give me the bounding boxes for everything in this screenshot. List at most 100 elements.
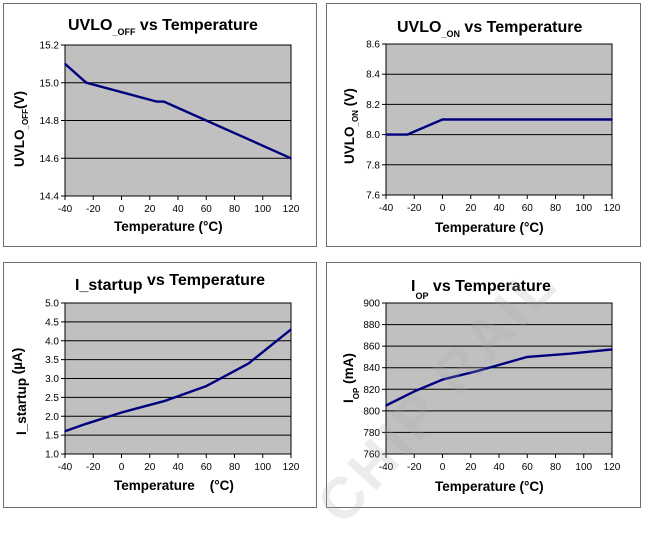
chart-panel-i-startup: I_startup vs Temperature 1.0 1.5 2.0 2.5 3.0… <box>3 262 317 508</box>
chart-panel-uvlo-on: UVLO_ON vs Temperature 7.6 7.8 8.0 8.2 8.4 8.… <box>326 3 641 247</box>
y-tick-label: 2.0 <box>45 412 59 423</box>
plot-area: 760 780 800 820 840 860 880 900 -40 -20 0 20 40 60 80 1… <box>363 299 620 474</box>
plot-background <box>385 302 613 455</box>
chart-svg: UVLO_OFF vs Temperature 14.4 14.6 14.8 15.0… <box>12 17 300 234</box>
plot-area: 14.4 14.6 14.8 15.0 15.2 -40 -20 0 20 40 60 80 100 12… <box>40 41 300 216</box>
y-tick-label: 1.0 <box>45 450 59 461</box>
y-tick-label: 760 <box>363 450 380 461</box>
x-tick-label: 100 <box>575 462 592 473</box>
x-tick-label: -20 <box>407 203 422 214</box>
data-point <box>611 348 613 351</box>
x-tick-label: 80 <box>229 462 241 473</box>
data-point <box>477 370 479 372</box>
y-tick-label: 2.5 <box>45 393 59 404</box>
x-tick-label: -20 <box>86 204 101 215</box>
y-axis-label: IOP (mA) <box>341 353 361 403</box>
y-tick-label: 880 <box>363 320 380 331</box>
x-tick-label: 0 <box>440 203 446 214</box>
y-tick-label: 8.6 <box>366 40 380 51</box>
data-point <box>385 133 387 136</box>
data-point <box>247 362 250 365</box>
data-point <box>441 118 444 121</box>
x-tick-label: 20 <box>144 204 156 215</box>
x-tick-label: 80 <box>550 462 562 473</box>
chart-panel-uvlo-off: UVLO_OFF vs Temperature 14.4 14.6 14.8 15.0… <box>3 3 317 247</box>
x-tick-label: -40 <box>58 462 73 473</box>
y-tick-label: 3.0 <box>45 374 59 385</box>
plot-area: 7.6 7.8 8.0 8.2 8.4 8.6 -40 -20 0 20 40 60 80 100 120 <box>366 40 621 215</box>
y-tick-label: 820 <box>363 385 380 396</box>
data-point <box>290 157 292 160</box>
data-point <box>568 352 571 355</box>
y-tick-label: 1.5 <box>45 431 59 442</box>
x-axis-label: Temperature (°C) <box>435 220 544 235</box>
x-tick-label: -20 <box>407 462 422 473</box>
y-tick-label: 4.5 <box>45 317 59 328</box>
series-line <box>386 118 612 136</box>
y-tick-label: 8.0 <box>366 130 380 141</box>
x-tick-label: 40 <box>172 204 184 215</box>
x-tick-label: -20 <box>86 462 101 473</box>
chart-svg: IOP vs Temperature 760780800820840860880… <box>341 278 621 494</box>
x-tick-label: -40 <box>379 462 394 473</box>
y-tick-label: 14.6 <box>40 154 60 165</box>
x-tick-label: 120 <box>283 204 300 215</box>
data-point <box>85 423 87 425</box>
x-tick-label: -40 <box>379 203 394 214</box>
y-tick-label: 840 <box>363 363 380 374</box>
x-axis-label: Temperature (°C) <box>114 478 234 493</box>
data-point <box>64 63 66 65</box>
data-point <box>85 81 87 84</box>
y-tick-label: 14.4 <box>40 192 60 203</box>
x-tick-label: 60 <box>522 462 534 473</box>
x-tick-label: 60 <box>201 204 213 215</box>
x-tick-label: 0 <box>440 462 446 473</box>
y-tick-label: 3.5 <box>45 355 59 366</box>
chart-panel-iop: IOP vs Temperature 760 780 800 820 840 860 880… <box>326 262 641 508</box>
x-tick-label: 60 <box>522 203 534 214</box>
chart-svg: I_startup vs Temperature 1.0 1.5 2.0 2.5 3.0… <box>10 272 300 493</box>
data-point <box>441 378 444 381</box>
y-axis-label: I_startup (µA) <box>10 348 29 435</box>
x-tick-label: 120 <box>604 203 621 214</box>
chart-title: IOP vs Temperature <box>411 278 551 301</box>
data-point <box>406 133 408 136</box>
y-tick-label: 800 <box>363 406 380 417</box>
data-point <box>120 411 123 414</box>
data-point <box>413 390 416 393</box>
x-tick-label: 100 <box>254 204 271 215</box>
y-tick-label: 900 <box>363 299 380 310</box>
x-tick-label: 80 <box>550 203 562 214</box>
chart-title: UVLO_OFF vs Temperature <box>68 17 258 37</box>
y-tick-label: 5.0 <box>45 299 59 310</box>
data-point <box>611 118 613 121</box>
data-point <box>385 404 387 407</box>
y-tick-label: 780 <box>363 428 380 439</box>
x-tick-label: 20 <box>465 203 477 214</box>
x-axis-label: Temperature (°C) <box>114 219 223 234</box>
y-tick-label: 4.0 <box>45 336 59 347</box>
data-point <box>290 328 292 331</box>
plot-area: 1.0 1.5 2.0 2.5 3.0 3.5 4.0 4.5 5.0 -40 -20 0 20 40 60… <box>45 299 300 474</box>
y-tick-label: 7.8 <box>366 160 380 171</box>
y-tick-label: 14.8 <box>40 116 60 127</box>
x-tick-label: 100 <box>254 462 271 473</box>
data-point <box>64 430 66 433</box>
x-tick-label: 0 <box>119 204 125 215</box>
y-axis-label: UVLO_OFF(V) <box>12 91 30 167</box>
x-tick-label: 100 <box>575 203 592 214</box>
x-tick-label: 20 <box>465 462 477 473</box>
x-tick-label: 20 <box>144 462 156 473</box>
data-point <box>205 385 208 387</box>
data-point <box>526 356 529 358</box>
x-axis-label: Temperature (°C) <box>435 479 544 494</box>
chart-svg: UVLO_ON vs Temperature 7.6 7.8 8.0 8.2 8.4 8.… <box>342 19 621 235</box>
x-tick-label: 40 <box>493 203 505 214</box>
y-tick-label: 15.2 <box>40 41 60 52</box>
y-tick-label: 8.4 <box>366 70 380 81</box>
y-tick-label: 8.2 <box>366 100 380 111</box>
chart-title: I_startup vs Temperature <box>75 272 265 294</box>
y-tick-label: 860 <box>363 342 380 353</box>
y-tick-label: 7.6 <box>366 191 380 202</box>
y-tick-label: 15.0 <box>40 78 60 89</box>
